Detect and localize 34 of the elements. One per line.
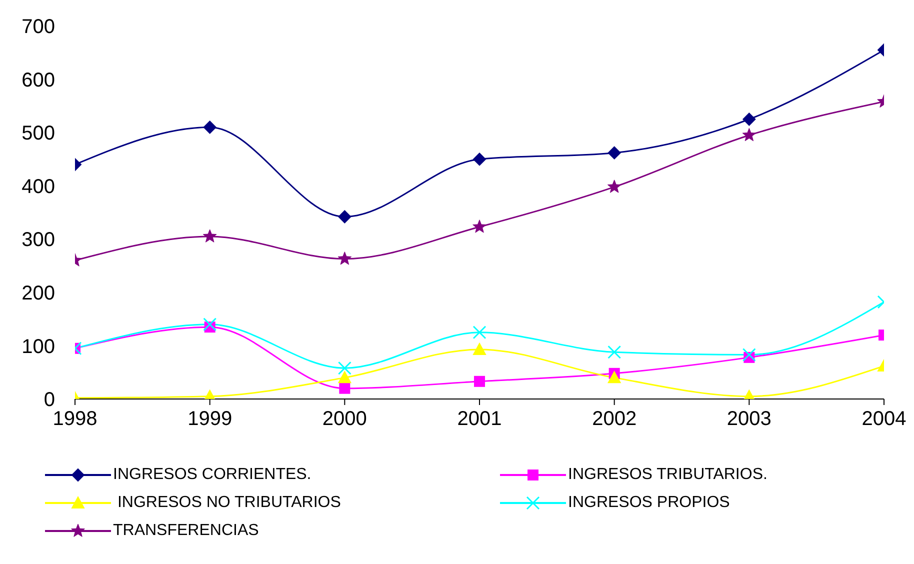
legend-label: INGRESOS TRIBUTARIOS. [568,466,768,484]
legend-label: TRANSFERENCIAS [113,522,259,540]
point [339,382,350,394]
y-tick-label: 300 [22,229,55,252]
y-tick-label: 100 [22,336,55,358]
y-tick-label: 500 [22,122,55,145]
point [474,376,485,387]
point [473,342,486,355]
x-tick-label: 2002 [592,408,637,430]
x-tick-label: 2000 [322,408,367,430]
legend-label: INGRESOS CORRIENTES. [113,466,312,484]
point [338,371,352,384]
point [607,180,622,193]
y-tick-label: 200 [22,282,55,305]
x-tick-label: 1998 [52,408,98,430]
legend-label: INGRESOS PROPIOS [568,494,730,512]
point [338,210,352,224]
point [472,326,486,340]
point [608,345,622,359]
x-tick-label: 2004 [862,408,906,430]
point [608,146,621,160]
legend-label: INGRESOS NO TRIBUTARIOS [116,494,341,512]
x-tick-label: 2003 [726,408,772,430]
point [608,371,621,384]
point [472,220,486,233]
x-tick-label: 2001 [457,408,502,430]
point [473,152,486,166]
y-tick-label: 0 [44,389,55,412]
y-tick-label: 700 [22,16,55,38]
x-tick-label: 1999 [188,408,232,430]
point [338,361,352,375]
y-tick-label: 400 [22,176,55,198]
point [338,252,352,265]
y-tick-label: 600 [22,69,55,92]
